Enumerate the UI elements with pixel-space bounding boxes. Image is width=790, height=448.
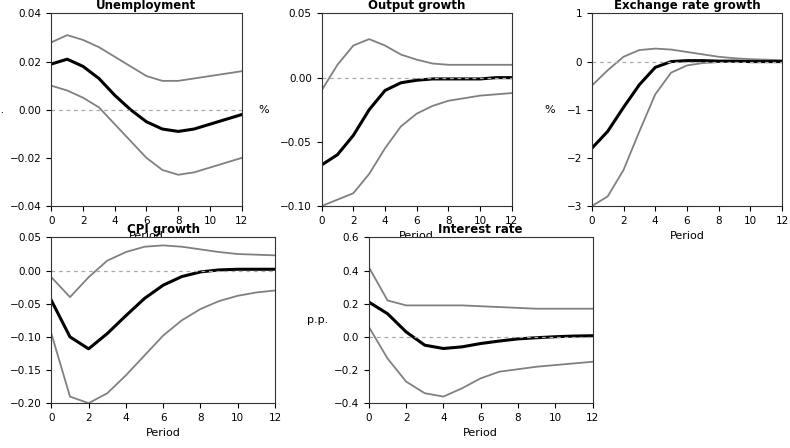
X-axis label: Period: Period [669, 231, 705, 241]
Y-axis label: p.p.: p.p. [0, 105, 4, 115]
Y-axis label: %: % [258, 105, 269, 115]
Y-axis label: %: % [545, 105, 555, 115]
X-axis label: Period: Period [129, 231, 164, 241]
Title: Exchange rate growth: Exchange rate growth [614, 0, 760, 12]
Title: CPI growth: CPI growth [126, 223, 200, 236]
X-axis label: Period: Period [399, 231, 434, 241]
Title: Output growth: Output growth [368, 0, 465, 12]
Y-axis label: p.p.: p.p. [307, 315, 328, 325]
Title: Unemployment: Unemployment [96, 0, 197, 12]
X-axis label: Period: Period [463, 428, 498, 439]
Title: Interest rate: Interest rate [438, 223, 523, 236]
X-axis label: Period: Period [145, 428, 181, 439]
